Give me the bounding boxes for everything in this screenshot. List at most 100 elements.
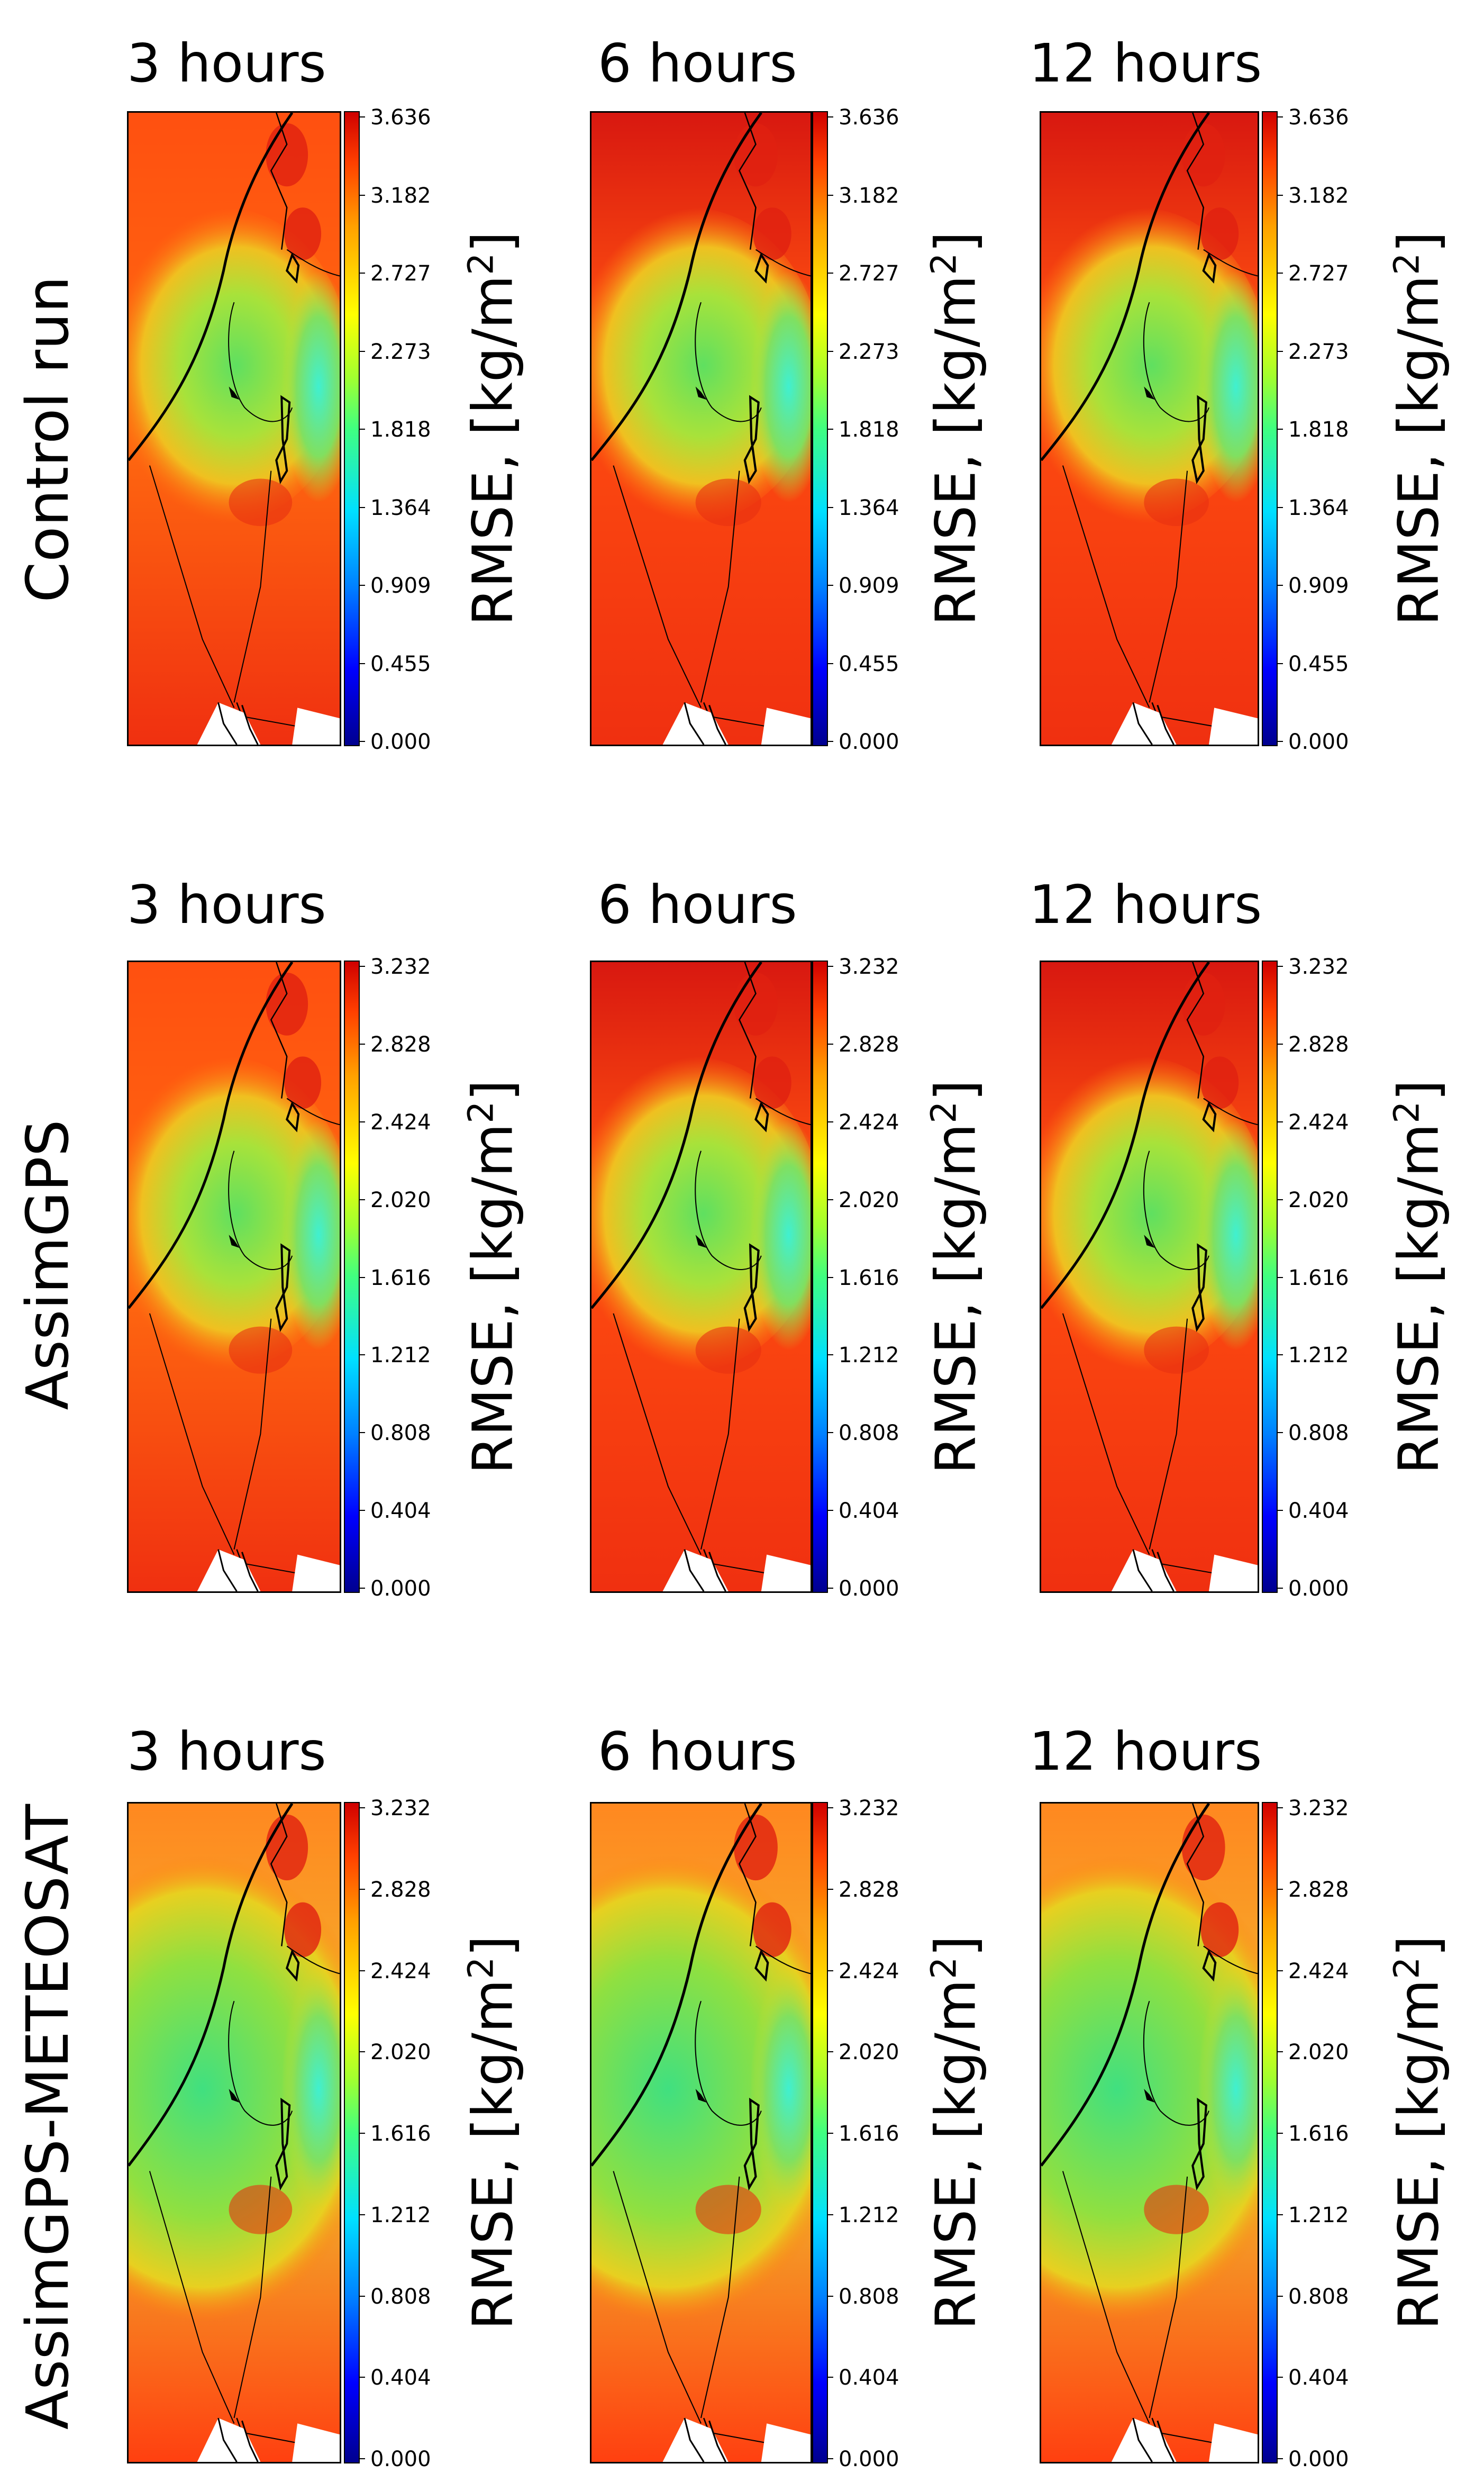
colorbar-tick-mark	[828, 429, 833, 430]
colorbar-label: RMSE, [kg/m2]	[460, 1935, 525, 2330]
colorbar-label-close: ]	[923, 231, 988, 253]
coastline	[1041, 113, 1210, 461]
colorbar	[1262, 111, 1278, 746]
border-line	[613, 1313, 702, 1555]
sea-gap	[662, 1549, 729, 1591]
map-field	[1041, 1804, 1258, 2462]
colorbar-tick-mark	[360, 1199, 365, 1200]
colorbar-tick-label: 1.818	[839, 418, 899, 442]
coastline	[1041, 1804, 1210, 2167]
colorbar-tick-label: 3.232	[1288, 1796, 1349, 1820]
colorbar-tick-label: 2.020	[370, 2040, 431, 2065]
outside-domain	[292, 1554, 340, 1591]
colorbar-label-text: RMSE, [kg/m	[923, 1979, 988, 2330]
colorbar-label-text: RMSE, [kg/m	[1386, 1123, 1451, 1474]
colorbar-tick-label: 2.828	[370, 1877, 431, 1902]
colorbar-label-exponent: 2	[1386, 1956, 1427, 1979]
colorbar-tick-mark	[1278, 2458, 1283, 2459]
colorbar-tick-mark	[1278, 1043, 1283, 1045]
colorbar-tick-label: 2.273	[839, 339, 899, 364]
colorbar-tick-label: 1.212	[1288, 1343, 1349, 1368]
border-line	[149, 465, 235, 708]
colorbar-tick-label: 0.404	[370, 1499, 431, 1524]
colorbar-label-text: RMSE, [kg/m	[460, 275, 525, 626]
sea-gap	[1111, 1549, 1177, 1591]
mountain-low-rmse	[750, 1968, 811, 2210]
colorbar-tick-label: 1.364	[370, 495, 431, 520]
colorbar-tick-label: 1.364	[839, 495, 899, 520]
colorbar-tick-mark	[828, 2458, 833, 2459]
panel-title: 3 hours	[127, 874, 326, 936]
colorbar-tick-label: 3.636	[839, 105, 899, 130]
mountain-low-rmse	[281, 1968, 340, 2210]
outside-domain	[1208, 708, 1258, 745]
colorbar-tick-label: 2.727	[1288, 261, 1349, 286]
colorbar-tick-label: 2.020	[839, 2040, 899, 2065]
colorbar-tick-mark	[360, 2214, 365, 2215]
colorbar-tick-label: 2.828	[839, 1032, 899, 1057]
colorbar-tick-label: 0.455	[1288, 651, 1349, 676]
border-line	[270, 1804, 288, 1946]
colorbar-tick-label: 0.000	[1288, 2447, 1349, 2471]
lake-outline	[1202, 1949, 1217, 1982]
mountain-low-rmse	[750, 270, 811, 503]
colorbar-tick-label: 0.909	[370, 574, 431, 598]
colorbar-tick-mark	[1278, 2051, 1283, 2053]
border-line	[233, 1318, 272, 1550]
colorbar-tick-label: 0.000	[839, 730, 899, 754]
colorbar-tick-label: 1.212	[1288, 2203, 1349, 2227]
colorbar-label-text: RMSE, [kg/m	[460, 1123, 525, 1474]
colorbar-tick-mark	[1278, 2295, 1283, 2297]
colorbar-tick-mark	[828, 1043, 833, 1045]
coastline	[591, 962, 762, 1309]
colorbar-tick-mark	[1278, 116, 1283, 117]
colorbar-tick-mark	[828, 1970, 833, 1971]
colorbar-tick-label: 2.424	[370, 1110, 431, 1135]
border-line	[1149, 2176, 1188, 2418]
colorbar-tick-label: 1.212	[839, 2203, 899, 2227]
colorbar-tick-label: 3.232	[839, 955, 899, 979]
colorbar-label: RMSE, [kg/m2]	[923, 1935, 988, 2330]
colorbar-tick-mark	[360, 1888, 365, 1890]
colorbar-tick-label: 3.232	[839, 1796, 899, 1820]
border-line	[1149, 470, 1188, 703]
outside-domain	[292, 2423, 340, 2462]
colorbar-tick-mark	[360, 585, 365, 586]
colorbar-tick-mark	[1278, 2214, 1283, 2215]
outside-domain	[761, 708, 811, 745]
colorbar	[1262, 961, 1278, 1593]
dead-sea-outline	[1191, 1243, 1207, 1332]
colorbar-tick-label: 0.404	[370, 2366, 431, 2390]
colorbar-tick-label: 0.808	[839, 1421, 899, 1446]
colorbar-label-exponent: 2	[460, 252, 502, 275]
colorbar-tick-label: 2.828	[370, 1032, 431, 1057]
coastline	[129, 962, 294, 1309]
colorbar-tick-label: 3.232	[370, 1796, 431, 1820]
map-field	[591, 962, 811, 1591]
city-marker	[229, 2089, 240, 2103]
colorbar-tick-mark	[828, 1432, 833, 1434]
colorbar-tick-label: 0.000	[370, 2447, 431, 2471]
colorbar-tick-mark	[1278, 1276, 1283, 1278]
mountain-low-rmse	[1198, 1968, 1258, 2210]
coastline	[1041, 962, 1210, 1309]
colorbar-tick-mark	[828, 194, 833, 196]
colorbar-tick-mark	[360, 1970, 365, 1971]
row-label: Control run	[14, 276, 81, 603]
rmse-map	[590, 961, 812, 1593]
colorbar-tick-label: 0.808	[1288, 1421, 1349, 1446]
lake-outline	[754, 1949, 769, 1982]
outside-domain	[1208, 1554, 1258, 1591]
dead-sea-outline	[1191, 2097, 1207, 2191]
colorbar-tick-mark	[360, 1588, 365, 1589]
colorbar-label-close: ]	[460, 1079, 525, 1101]
colorbar-label-exponent: 2	[923, 252, 964, 275]
colorbar-label-close: ]	[923, 1079, 988, 1101]
map-field	[129, 113, 340, 745]
panel-title: 12 hours	[1029, 874, 1262, 936]
colorbar-tick-label: 0.404	[839, 1499, 899, 1524]
colorbar-tick-label: 0.455	[370, 651, 431, 676]
colorbar-tick-label: 2.424	[1288, 1110, 1349, 1135]
sea-gap	[662, 702, 729, 745]
colorbar-tick-mark	[1278, 966, 1283, 967]
